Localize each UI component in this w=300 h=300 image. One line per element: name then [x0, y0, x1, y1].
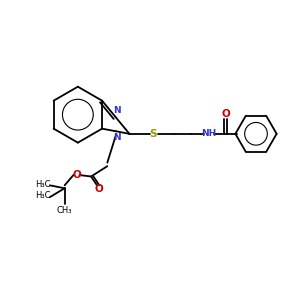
Text: N: N: [113, 133, 121, 142]
Text: O: O: [94, 184, 103, 194]
Text: CH₃: CH₃: [57, 206, 72, 215]
Text: O: O: [72, 170, 81, 180]
Text: O: O: [221, 110, 230, 119]
Text: NH: NH: [201, 129, 217, 138]
Text: S: S: [149, 129, 157, 139]
Text: H₃C: H₃C: [35, 180, 50, 189]
Text: H₃C: H₃C: [35, 191, 50, 200]
Text: N: N: [113, 106, 121, 115]
